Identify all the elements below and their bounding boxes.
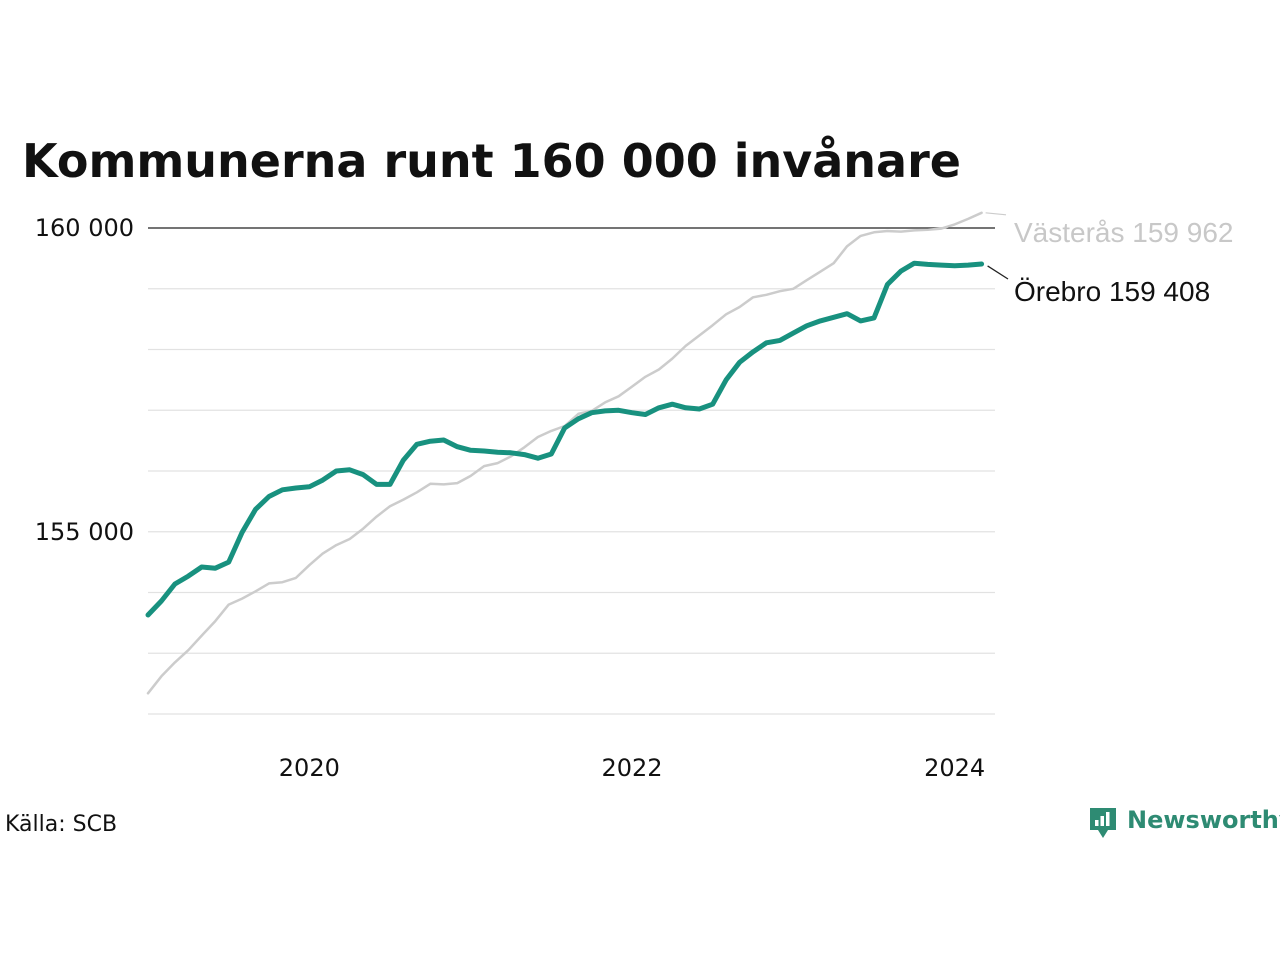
gridlines <box>148 288 995 715</box>
chart-title: Kommunerna runt 160 000 invånare <box>22 134 961 188</box>
x-tick-label: 2020 <box>279 754 340 782</box>
series-lines <box>145 211 985 695</box>
series-end-value: 159 408 <box>1109 276 1210 307</box>
series-name: Örebro <box>1014 276 1101 307</box>
x-tick-label: 2022 <box>601 754 662 782</box>
series-line-1 <box>145 260 985 618</box>
y-axis-ticks: 160 000 155 000 <box>35 214 134 546</box>
label-leader-line <box>985 212 1007 216</box>
y-tick-label: 155 000 <box>35 518 134 546</box>
series-label: Västerås 159 962 <box>1014 217 1234 248</box>
source-note: Källa: SCB <box>5 812 117 837</box>
series-name: Västerås <box>1014 217 1125 248</box>
series-end-value: 159 962 <box>1132 217 1233 248</box>
newsworthy-logo-text: Newsworthy <box>1127 806 1280 834</box>
label-leader-line <box>987 265 1009 280</box>
x-tick-label: 2024 <box>924 754 985 782</box>
newsworthy-logo[interactable]: Newsworthy <box>1090 806 1280 838</box>
newsworthy-logo-icon <box>1090 808 1116 838</box>
series-line-0 <box>146 211 983 695</box>
series-label: Örebro 159 408 <box>1014 276 1210 307</box>
x-axis-ticks: 2020 2022 2024 <box>279 754 985 782</box>
y-tick-label: 160 000 <box>35 214 134 242</box>
series-labels: Västerås 159 962 Örebro 159 408 <box>985 212 1234 307</box>
